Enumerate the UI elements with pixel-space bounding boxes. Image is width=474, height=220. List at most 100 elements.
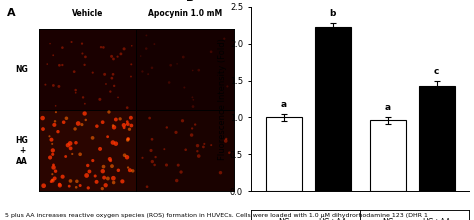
Point	[104, 177, 112, 180]
Text: Apocynin 1.0 mM: Apocynin 1.0 mM	[148, 9, 222, 18]
Point	[52, 110, 60, 114]
Text: A: A	[7, 8, 16, 18]
Point	[66, 142, 74, 145]
Point	[54, 130, 62, 133]
Point	[189, 69, 197, 72]
Point	[101, 73, 109, 76]
Point	[93, 125, 100, 128]
Point	[195, 154, 202, 158]
Point	[139, 156, 146, 160]
Point	[148, 160, 156, 163]
Point	[67, 147, 74, 150]
Point	[127, 116, 135, 119]
Point	[71, 70, 78, 73]
Point	[44, 62, 51, 66]
Y-axis label: Fluorescence Intensity (Fold): Fluorescence Intensity (Fold)	[218, 38, 227, 160]
Point	[76, 152, 84, 156]
Point	[148, 138, 156, 141]
Bar	[137, 29, 234, 110]
Point	[78, 123, 86, 126]
Point	[84, 186, 92, 190]
Point	[193, 149, 201, 153]
Point	[63, 117, 70, 120]
Point	[93, 180, 100, 184]
Point	[78, 42, 86, 45]
Point	[105, 110, 113, 114]
Point	[151, 42, 158, 46]
Point	[82, 55, 89, 59]
Point	[147, 149, 155, 152]
Point	[48, 138, 55, 141]
Point	[56, 184, 64, 187]
Point	[174, 163, 182, 167]
Point	[126, 169, 134, 172]
Point	[172, 131, 180, 134]
Point	[112, 118, 119, 121]
Point	[89, 136, 96, 140]
Point	[208, 143, 215, 147]
Point	[177, 170, 185, 174]
Point	[46, 42, 54, 45]
Point	[124, 138, 131, 142]
Point	[100, 176, 108, 179]
Point	[50, 163, 57, 167]
Point	[124, 137, 132, 141]
Point	[112, 142, 119, 145]
Point	[195, 68, 202, 72]
Point	[128, 63, 135, 66]
Point	[39, 127, 47, 131]
Point	[102, 183, 109, 187]
Point	[124, 137, 132, 141]
Point	[123, 106, 131, 109]
Point	[163, 163, 170, 167]
Point	[124, 166, 132, 169]
Point	[55, 85, 63, 88]
Point	[217, 171, 224, 174]
Point	[152, 155, 159, 159]
Point	[143, 185, 151, 189]
Point	[49, 178, 56, 182]
Point	[51, 123, 58, 127]
Point	[146, 116, 154, 120]
Point	[73, 185, 80, 189]
Point	[167, 64, 174, 67]
Point	[188, 133, 195, 137]
Bar	[315, 27, 351, 191]
Point	[50, 84, 57, 87]
Point	[109, 73, 117, 76]
Point	[114, 96, 122, 99]
Point	[182, 148, 190, 152]
Point	[76, 184, 84, 187]
Point	[83, 174, 91, 177]
Point	[100, 165, 107, 168]
Text: a: a	[385, 103, 391, 112]
Point	[55, 64, 63, 67]
Text: NG: NG	[382, 218, 394, 220]
Point	[99, 187, 106, 190]
Point	[96, 98, 104, 101]
Point	[109, 176, 117, 180]
Point	[173, 62, 181, 66]
Point	[72, 141, 80, 145]
Point	[109, 124, 117, 127]
Point	[89, 159, 97, 162]
Point	[126, 128, 133, 131]
Point	[163, 126, 171, 129]
Point	[50, 166, 57, 169]
Point	[99, 169, 107, 173]
Point	[161, 147, 168, 151]
Point	[60, 121, 67, 124]
Point	[64, 143, 72, 147]
Point	[49, 149, 56, 152]
Point	[173, 179, 181, 182]
Point	[48, 142, 56, 146]
Point	[191, 123, 199, 126]
Point	[109, 57, 117, 61]
Point	[124, 120, 131, 123]
Point	[180, 55, 187, 59]
Point	[121, 154, 128, 157]
Point	[65, 184, 73, 188]
Bar	[39, 29, 137, 110]
Point	[201, 142, 208, 146]
Point	[137, 54, 145, 58]
